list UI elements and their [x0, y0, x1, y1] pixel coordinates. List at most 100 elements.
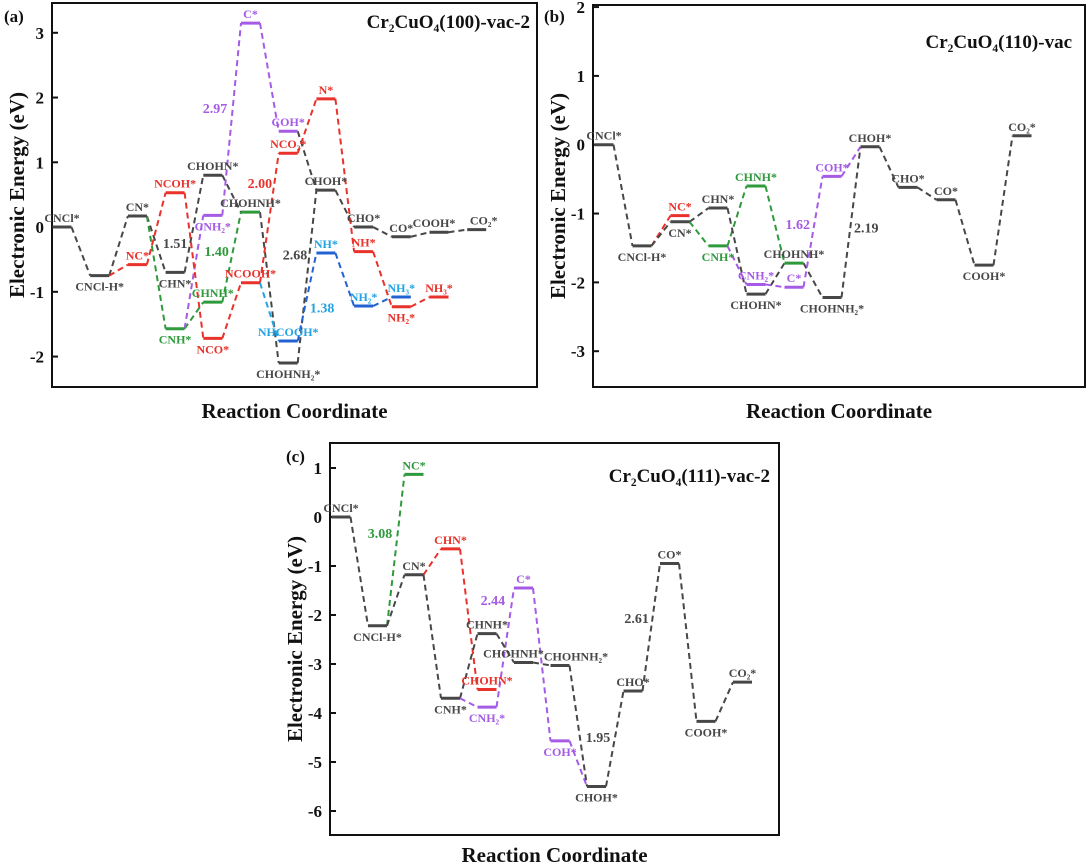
chart-title: Cr₂CuO₄(110)-vac: [926, 32, 1072, 53]
level-label-CNH2: CNH₂*: [195, 219, 231, 233]
level-label-CNH: CNH*: [159, 333, 192, 347]
connector-CHO-CO: [916, 186, 938, 201]
connector-CNClH-NC: [108, 263, 129, 277]
level-label-COOH: COOH*: [413, 216, 456, 230]
level-label-CO2: CO₂*: [470, 214, 498, 228]
level-label-C: C*: [787, 271, 802, 285]
y-tick-label: -1: [30, 283, 44, 302]
level-label-CNCl: CNCl*: [44, 211, 79, 225]
barrier-label: 2.68: [283, 248, 308, 263]
connector-CNCl-CNClH: [349, 516, 369, 626]
level-label-NCOH: NCOH*: [154, 177, 196, 191]
connector-CHN-CHOHN: [183, 175, 205, 273]
chart-panel-b: -3 -2 -1 0 1 2 (b) Cr₂CuO₄(110)-vac Reaction Coo…: [544, 0, 1086, 423]
connector-CN-CHN: [422, 548, 442, 576]
connector-NCOOH-NHCOOH: [259, 282, 280, 342]
connector-CNH2-C: [221, 22, 242, 216]
connector-CNCl-CNClH: [612, 144, 634, 247]
connector-CHOHN-CHOHNH: [764, 262, 786, 295]
connector-CN-CHN: [688, 207, 710, 223]
plot-frame: [51, 2, 538, 388]
y-axis-label: Electronic Energy (eV): [546, 93, 570, 299]
y-axis-label: Electronic Energy (eV): [5, 92, 29, 298]
panel-tag: (b): [544, 7, 565, 26]
plot-frame: [592, 4, 1086, 388]
level-label-CNH: CNH*: [702, 250, 735, 264]
level-label-CHOHN: CHOHN*: [187, 159, 238, 173]
level-label-CHN: CHN*: [159, 276, 192, 290]
connector-CHOHNH-CHOHNH2: [802, 262, 824, 299]
level-label-CHOHNH2: CHOHNH₂*: [800, 302, 864, 316]
connector-C-COH: [259, 22, 280, 132]
level-label-CHOHN: CHOHN*: [730, 298, 781, 312]
y-tick-label: 0: [577, 136, 586, 155]
connector-CHN-CHOHN: [726, 207, 748, 295]
level-label-CHNH: CHNH*: [735, 170, 777, 184]
connector-COOH-CO2: [992, 135, 1014, 266]
connector-CHOHNH-CHOHNH2: [259, 212, 280, 364]
y-tick-label: -3: [308, 655, 322, 674]
level-label-CNH2: CNH₂*: [738, 268, 774, 282]
level-label-CHNH: CHNH*: [466, 618, 508, 632]
connector-CHNH-CHOHNH: [495, 633, 515, 664]
connector-CHOHN-CHOHNH: [221, 174, 242, 213]
y-tick-label: -3: [571, 342, 585, 361]
barrier-label: 1.62: [786, 218, 811, 233]
chart-title: Cr₂CuO₄(111)-vac-2: [609, 466, 770, 487]
level-label-NH3r: NH₃*: [425, 281, 453, 295]
connector-CNH-CHNH: [459, 633, 479, 699]
connector-CO-COOH: [410, 231, 430, 238]
barrier-label: 1.40: [204, 245, 229, 260]
level-label-CHOHNH2: CHOHNH₂*: [256, 367, 320, 381]
level-label-CN: CN*: [126, 200, 149, 214]
connector-CN-CNH: [422, 574, 442, 699]
connector-CHNH-CHOHNH: [221, 211, 242, 303]
connector-NH2b-NH3b: [372, 296, 393, 307]
connector-CHOHNH-CHOHNH2: [532, 661, 551, 667]
connector-C-COH: [532, 587, 552, 742]
level-label-CO: CO*: [934, 184, 958, 198]
level-label-CNCl: CNCl*: [586, 129, 621, 143]
panel-tag: (a): [4, 7, 24, 26]
level-label-CHOHN: CHOHN*: [461, 673, 512, 687]
level-label-CHOH: CHOH*: [575, 790, 618, 804]
level-label-CHN: CHN*: [702, 192, 735, 206]
barrier-label: 2.61: [624, 612, 649, 627]
level-label-CHNH: CHNH*: [192, 286, 234, 300]
y-tick-label: -5: [308, 753, 322, 772]
level-label-COH: COH*: [543, 745, 576, 759]
level-label-NH2r: NH₂*: [387, 311, 415, 325]
chart-panel-c: -6 -5 -4 -3 -2 -1 0 1 (c) Cr₂CuO₄(111)-vac-2 React…: [283, 442, 780, 866]
barrier-label: 2.44: [481, 594, 506, 609]
y-tick-label: -6: [308, 802, 322, 821]
level-label-NHr: NH*: [352, 236, 376, 250]
connector-COOH-CO2: [448, 228, 468, 234]
y-tick-label: -1: [308, 557, 322, 576]
connector-CHOHNH2-CHOH: [840, 146, 862, 298]
level-label-NC: NC*: [402, 458, 425, 472]
level-label-CO: CO*: [389, 221, 413, 235]
level-label-COOH: COOH*: [963, 269, 1006, 283]
level-label-CHOHNH2: CHOHNH₂*: [544, 649, 608, 663]
x-axis-label: Reaction Coordinate: [201, 399, 387, 423]
level-label-CHOHNH: CHOHNH*: [220, 196, 281, 210]
y-tick-label: -2: [30, 348, 44, 367]
x-axis-label: Reaction Coordinate: [746, 399, 932, 423]
connector-CHOHNH2-CHOH: [568, 665, 588, 787]
connector-NHCOOH-NHb: [296, 252, 318, 342]
connector-CHNH-CHOHNH: [764, 185, 786, 264]
barrier-label: 2.19: [854, 221, 879, 236]
barrier-label: 2.00: [248, 177, 273, 192]
y-tick-label: 2: [577, 0, 586, 17]
connector-CNH2-C: [495, 587, 515, 708]
barrier-label: 2.97: [203, 102, 228, 117]
barrier-label: 1.51: [163, 237, 188, 252]
connector-C-COH: [802, 176, 824, 288]
connector-CNH-CNH2: [183, 215, 205, 329]
level-label-CO2: CO₂*: [1008, 120, 1036, 134]
connector-CHO-CO: [641, 563, 661, 692]
level-label-COH: COH*: [272, 115, 305, 129]
connector-COH-CHOH: [840, 146, 862, 177]
connector-CN-CNH: [688, 221, 710, 247]
level-label-N: N*: [319, 83, 334, 97]
